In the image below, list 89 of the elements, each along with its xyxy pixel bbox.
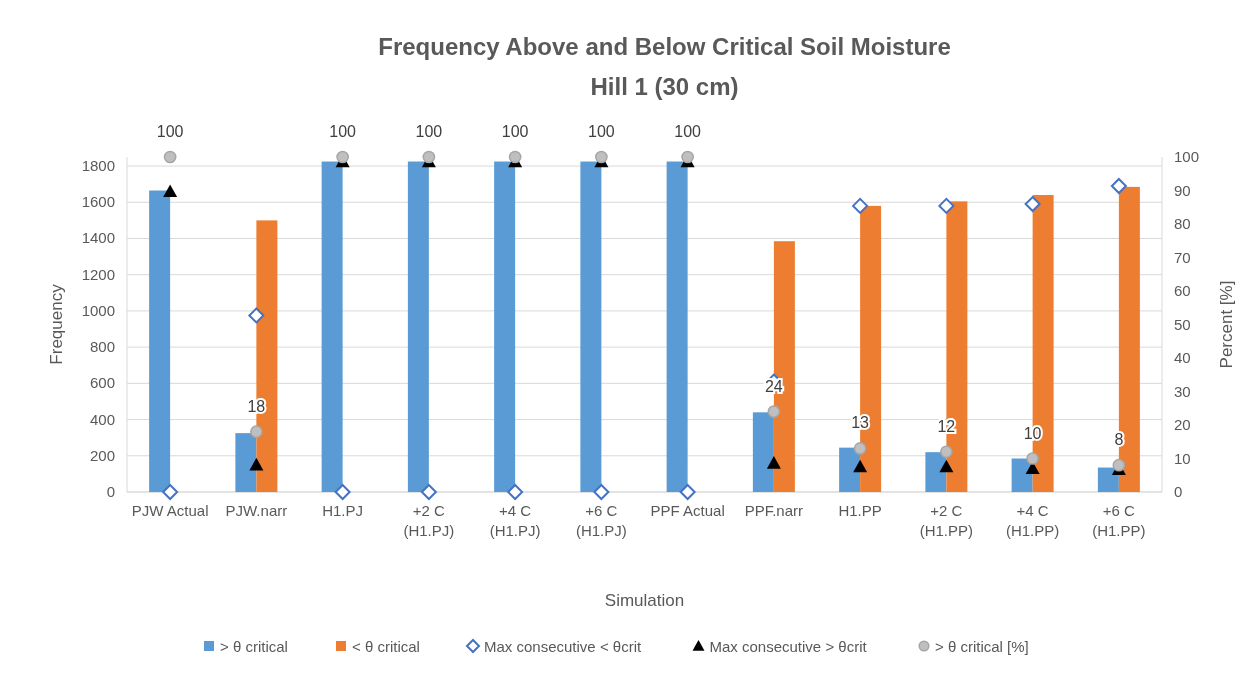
point bbox=[852, 197, 869, 214]
data-label: 100 bbox=[674, 123, 702, 140]
point bbox=[853, 442, 867, 455]
legend-label: > θ critical bbox=[220, 638, 288, 655]
legend-label: Max consecutive < θcrit bbox=[484, 638, 642, 655]
point bbox=[940, 445, 953, 459]
data-label: 100 bbox=[588, 123, 615, 140]
point bbox=[163, 150, 177, 164]
point bbox=[508, 150, 522, 164]
x-tick-label: PJW.narr bbox=[225, 502, 288, 519]
bar bbox=[235, 433, 257, 492]
y-tick-label: 600 bbox=[89, 374, 115, 392]
y-tick-label: 0 bbox=[106, 483, 115, 500]
x-tick-label: +6 C (H1.PP) bbox=[1092, 502, 1146, 539]
point bbox=[1026, 452, 1039, 465]
bar bbox=[149, 190, 171, 492]
y2-tick-label: 100 bbox=[1174, 148, 1200, 165]
legend-label: > θ critical [%] bbox=[935, 638, 1029, 655]
point bbox=[593, 484, 610, 500]
data-label: 100 bbox=[415, 123, 443, 140]
bar bbox=[407, 161, 429, 492]
point bbox=[250, 425, 263, 439]
y2-tick-label: 50 bbox=[1174, 315, 1191, 333]
y2-tick-label: 10 bbox=[1174, 449, 1191, 467]
point bbox=[679, 484, 696, 500]
y-tick-label: 1000 bbox=[81, 301, 115, 319]
bar bbox=[839, 447, 861, 492]
y-tick-label: 1800 bbox=[81, 157, 115, 175]
point bbox=[853, 459, 868, 473]
bar bbox=[1097, 467, 1119, 492]
point bbox=[1112, 458, 1126, 472]
y2-tick-label: 40 bbox=[1174, 349, 1191, 366]
bar bbox=[925, 452, 947, 492]
point bbox=[336, 150, 349, 164]
bar bbox=[752, 412, 774, 492]
y-tick-label: 1600 bbox=[81, 193, 115, 211]
point bbox=[767, 405, 781, 418]
point bbox=[507, 484, 524, 500]
y-tick-label: 1400 bbox=[81, 229, 115, 247]
x-tick-label: +4 C (H1.PP) bbox=[1005, 502, 1060, 539]
point bbox=[766, 456, 781, 469]
chart-subtitle: Hill 1 (30 cm) bbox=[590, 73, 739, 100]
y-tick-label: 400 bbox=[89, 410, 115, 428]
data-label: 100 bbox=[156, 123, 184, 140]
x-tick-label: +6 C (H1.PJ) bbox=[575, 502, 627, 539]
point bbox=[420, 484, 437, 500]
legend-label: < θ critical bbox=[352, 638, 420, 655]
x-tick-label: H1.PJ bbox=[322, 502, 364, 519]
y2-tick-label: 0 bbox=[1174, 483, 1183, 500]
y2-tick-label: 70 bbox=[1174, 248, 1191, 266]
x-tick-label: PPF Actual bbox=[650, 502, 725, 519]
y-axis-title: Frequency bbox=[47, 283, 66, 365]
y2-tick-label: 90 bbox=[1174, 181, 1191, 199]
data-label: 100 bbox=[501, 123, 529, 140]
y2-tick-label: 30 bbox=[1174, 382, 1191, 400]
y-tick-label: 800 bbox=[89, 338, 115, 356]
bar bbox=[321, 161, 343, 492]
y2-axis-title: Percent [%] bbox=[1217, 280, 1236, 369]
bar bbox=[494, 161, 516, 492]
point bbox=[422, 150, 436, 164]
y2-tick-label: 80 bbox=[1174, 215, 1191, 232]
y2-tick-label: 60 bbox=[1174, 282, 1191, 299]
x-axis-title: Simulation bbox=[604, 591, 685, 610]
point bbox=[163, 184, 178, 198]
point bbox=[938, 197, 955, 214]
y-tick-label: 200 bbox=[89, 446, 115, 464]
y2-tick-label: 20 bbox=[1174, 416, 1191, 433]
x-tick-label: PPF.narr bbox=[744, 502, 804, 519]
point bbox=[681, 150, 694, 164]
data-label: 24 bbox=[764, 377, 783, 395]
point bbox=[1024, 196, 1041, 213]
x-tick-label: +2 C (H1.PP) bbox=[919, 502, 974, 539]
point bbox=[249, 457, 264, 471]
y-tick-label: 1200 bbox=[81, 265, 115, 283]
point bbox=[1110, 177, 1127, 194]
bar bbox=[580, 161, 602, 492]
point bbox=[248, 307, 265, 324]
point bbox=[162, 484, 179, 500]
x-tick-label: +4 C (H1.PJ) bbox=[489, 502, 541, 539]
legend-label: Max consecutive > θcrit bbox=[709, 638, 868, 655]
point bbox=[939, 459, 954, 473]
data-label: 100 bbox=[329, 123, 357, 140]
x-tick-label: +2 C (H1.PJ) bbox=[403, 502, 455, 539]
x-tick-label: H1.PP bbox=[838, 502, 882, 519]
chart-title: Frequency Above and Below Critical Soil Moisture bbox=[378, 33, 951, 60]
x-tick-label: PJW Actual bbox=[131, 502, 209, 519]
point bbox=[595, 150, 608, 164]
bar bbox=[666, 161, 688, 492]
point bbox=[334, 484, 351, 500]
